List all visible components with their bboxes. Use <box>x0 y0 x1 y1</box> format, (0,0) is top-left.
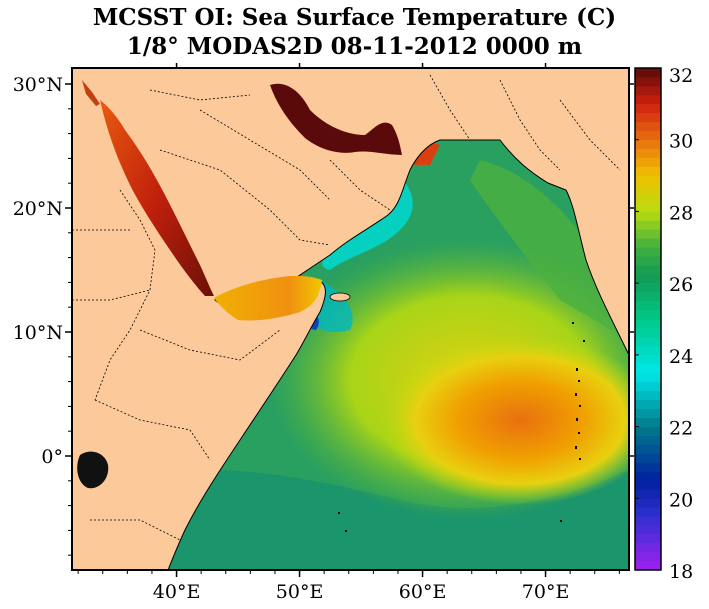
colorbar-band <box>635 211 661 221</box>
colorbar-band <box>635 68 661 78</box>
colorbar-band <box>635 256 661 266</box>
colorbar-band <box>635 462 661 472</box>
colorbar-band <box>635 552 661 562</box>
colorbar-band <box>635 444 661 454</box>
colorbar <box>635 68 661 571</box>
colorbar-band <box>635 408 661 418</box>
colorbar-band <box>635 489 661 499</box>
colorbar-band <box>635 345 661 356</box>
colorbar-band <box>635 363 661 374</box>
gulf-of-aqaba <box>82 80 100 106</box>
lat-label: 10°N <box>13 322 63 344</box>
colorbar-band <box>635 130 661 141</box>
colorbar-band <box>635 202 661 212</box>
colorbar-band <box>635 166 661 176</box>
maldives-islands <box>338 322 585 532</box>
colorbar-band <box>635 372 661 383</box>
gulf-of-aden <box>214 275 322 321</box>
latitude-labels: 30°N 20°N 10°N 0° <box>13 74 63 468</box>
colorbar-band <box>635 399 661 409</box>
colorbar-band <box>635 453 661 463</box>
colorbar-label: 24 <box>669 346 693 368</box>
colorbar-band <box>635 229 661 239</box>
map-plot-area <box>72 68 629 570</box>
colorbar-band <box>635 561 661 571</box>
southern-cool-water <box>150 470 629 570</box>
colorbar-band <box>635 435 661 445</box>
colorbar-band <box>635 507 661 517</box>
lat-label: 0° <box>41 446 63 468</box>
colorbar-label: 20 <box>669 489 693 511</box>
colorbar-band <box>635 85 661 96</box>
colorbar-label: 18 <box>669 561 693 583</box>
colorbar-frame <box>634 67 662 571</box>
colorbar-labels: 32 30 28 26 24 22 20 18 <box>635 65 693 583</box>
colorbar-band <box>635 175 661 185</box>
colorbar-band <box>635 274 661 284</box>
colorbar-band <box>635 310 661 320</box>
map-title: MCSST OI: Sea Surface Temperature (C) <box>92 4 617 31</box>
colorbar-band <box>635 336 661 347</box>
colorbar-label: 22 <box>669 418 693 440</box>
colorbar-label: 32 <box>669 65 693 87</box>
colorbar-band <box>635 148 661 158</box>
colorbar-label: 28 <box>669 202 693 224</box>
colorbar-band <box>635 121 661 132</box>
lake-victoria <box>77 451 109 489</box>
colorbar-band <box>635 381 661 392</box>
colorbar-band <box>635 292 661 302</box>
colorbar-band <box>635 525 661 535</box>
map-subtitle: 1/8° MODAS2D 08-11-2012 0000 m <box>126 33 583 60</box>
colorbar-band <box>635 112 661 123</box>
colorbar-band <box>635 193 661 203</box>
colorbar-band <box>635 184 661 194</box>
colorbar-band <box>635 480 661 490</box>
colorbar-band <box>635 534 661 544</box>
colorbar-band <box>635 327 661 338</box>
colorbar-band <box>635 139 661 149</box>
colorbar-band <box>635 103 661 114</box>
axis-ticks <box>65 63 634 577</box>
lon-label: 50°E <box>276 581 324 603</box>
colorbar-band <box>635 247 661 257</box>
colorbar-band <box>635 426 661 436</box>
lon-label: 60°E <box>399 581 447 603</box>
colorbar-band <box>635 390 661 400</box>
colorbar-band <box>635 471 661 481</box>
colorbar-band <box>635 283 661 293</box>
country-borders <box>72 74 621 541</box>
warm-pool <box>380 335 629 505</box>
colorbar-band <box>635 94 661 105</box>
socotra-island <box>329 292 351 302</box>
lat-label: 20°N <box>13 198 63 220</box>
colorbar-band <box>635 157 661 167</box>
lon-label: 40°E <box>153 581 201 603</box>
colorbar-band <box>635 238 661 248</box>
lon-label: 70°E <box>522 581 570 603</box>
lat-label: 30°N <box>13 74 63 96</box>
colorbar-band <box>635 265 661 275</box>
colorbar-band <box>635 516 661 526</box>
colorbar-band <box>635 498 661 508</box>
longitude-labels: 40°E 50°E 60°E 70°E <box>153 581 570 603</box>
colorbar-label: 26 <box>669 274 693 296</box>
colorbar-band <box>635 76 661 87</box>
colorbar-band <box>635 354 661 365</box>
red-sea <box>100 100 214 296</box>
colorbar-band <box>635 543 661 553</box>
northeast-green-water <box>470 160 629 340</box>
persian-gulf <box>270 83 402 155</box>
colorbar-band <box>635 301 661 311</box>
map-frame <box>71 67 630 571</box>
colorbar-band <box>635 319 661 329</box>
colorbar-band <box>635 220 661 230</box>
colorbar-label: 30 <box>669 131 693 153</box>
colorbar-band <box>635 417 661 427</box>
